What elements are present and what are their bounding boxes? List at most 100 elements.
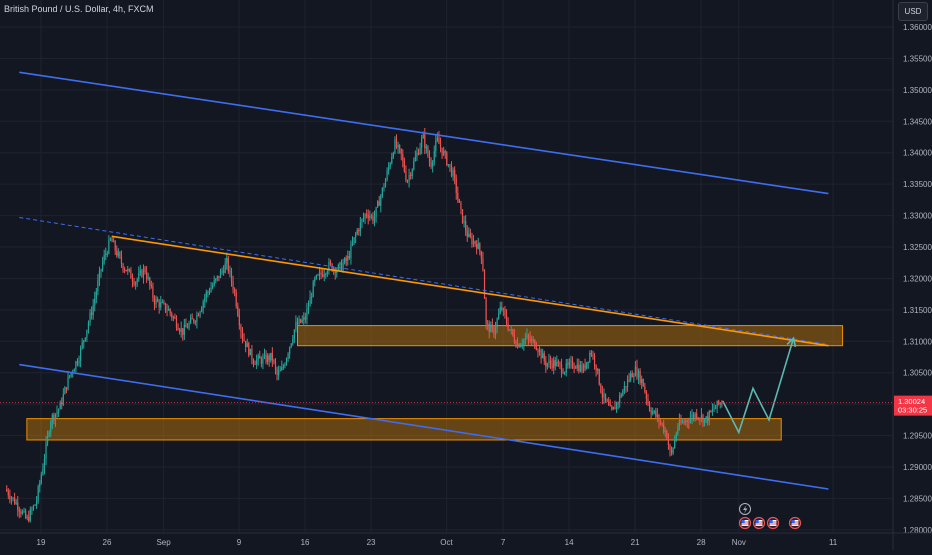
flag-field [791, 520, 799, 526]
candle-up [626, 379, 629, 388]
candle-down [6, 489, 8, 492]
candle-up [102, 261, 104, 270]
candle-down [191, 318, 193, 320]
us-flag-icon [766, 516, 780, 530]
candle-down [28, 517, 30, 521]
candle-down [609, 405, 611, 407]
candle-up [113, 241, 115, 243]
flag-stripe [791, 521, 799, 523]
candle-up [160, 302, 162, 308]
candle-down [595, 364, 597, 371]
candle-down [650, 410, 652, 414]
candle-down [395, 139, 398, 148]
candle-up [215, 278, 217, 281]
candle-up [564, 372, 566, 374]
candle-up [62, 394, 64, 405]
candle-up [307, 306, 310, 310]
candle-down [636, 366, 638, 378]
candle-up [711, 409, 714, 412]
y-tick-label: 1.34500 [903, 117, 932, 126]
candle-up [394, 139, 396, 154]
candle-down [710, 410, 712, 412]
candle-up [127, 269, 129, 272]
candle-down [153, 297, 156, 305]
candle-up [32, 505, 35, 510]
candle-down [590, 352, 592, 355]
x-tick-label: 16 [301, 538, 310, 547]
flag-canton [791, 520, 795, 523]
candle-up [570, 360, 572, 362]
candle-up [502, 308, 504, 310]
flag-stripe [741, 521, 749, 523]
candle-down [259, 355, 261, 359]
candle-up [45, 442, 47, 460]
flag-stripe [755, 521, 763, 523]
y-tick-label: 1.36000 [903, 23, 932, 32]
candle-up [370, 215, 372, 217]
candle-up [31, 509, 33, 511]
candle-down [455, 178, 457, 193]
candle-up [290, 343, 292, 348]
candle-down [688, 421, 690, 423]
candle-up [386, 170, 388, 180]
flag-stripe [769, 523, 777, 525]
candle-down [707, 416, 709, 422]
candle-down [265, 354, 267, 363]
candle-down [133, 281, 135, 285]
candle-up [213, 280, 215, 286]
candle-down [620, 395, 622, 397]
candle-up [103, 255, 105, 262]
candle-down [527, 335, 530, 338]
candle-up [221, 270, 223, 272]
candle-down [529, 337, 531, 341]
candle-up [509, 329, 511, 331]
flag-field [769, 520, 777, 526]
y-tick-label: 1.31500 [903, 306, 932, 315]
candle-down [245, 340, 247, 348]
candle-up [37, 486, 39, 501]
candle-down [659, 421, 662, 424]
candle-down [515, 341, 517, 347]
candle-down [578, 364, 580, 372]
candle-up [183, 324, 185, 335]
x-tick-label: 19 [37, 538, 46, 547]
candle-up [499, 307, 501, 314]
support-zone [26, 418, 782, 441]
candle-up [713, 409, 715, 411]
candle-up [436, 137, 438, 141]
candle-down [122, 263, 124, 270]
currency-button[interactable]: USD [898, 2, 928, 21]
candle-down [24, 510, 27, 518]
candle-down [606, 399, 608, 402]
candle-up [355, 234, 357, 238]
candle-up [490, 324, 492, 333]
candle-up [579, 365, 581, 372]
candle-up [279, 370, 281, 372]
candle-up [383, 187, 385, 189]
candle-up [377, 201, 379, 208]
candle-up [472, 241, 475, 244]
candle-up [256, 359, 258, 365]
candle-down [608, 401, 610, 406]
lightning-bolt [743, 505, 748, 514]
candle-up [21, 511, 24, 514]
candle-down [554, 360, 556, 367]
candle-up [716, 400, 718, 408]
candle-down [400, 148, 402, 155]
candle-down [562, 372, 564, 374]
candle-up [328, 261, 330, 272]
candle-down [131, 278, 134, 282]
x-tick-label: 14 [565, 538, 574, 547]
candle-up [526, 335, 528, 339]
candle-up [576, 364, 578, 369]
candle-up [326, 271, 328, 275]
candle-down [551, 363, 553, 369]
candle-down [696, 413, 698, 418]
candle-down [331, 263, 333, 271]
candle-up [419, 147, 421, 155]
candle-down [532, 339, 534, 341]
candle-up [95, 291, 97, 299]
candle-down [718, 400, 720, 405]
